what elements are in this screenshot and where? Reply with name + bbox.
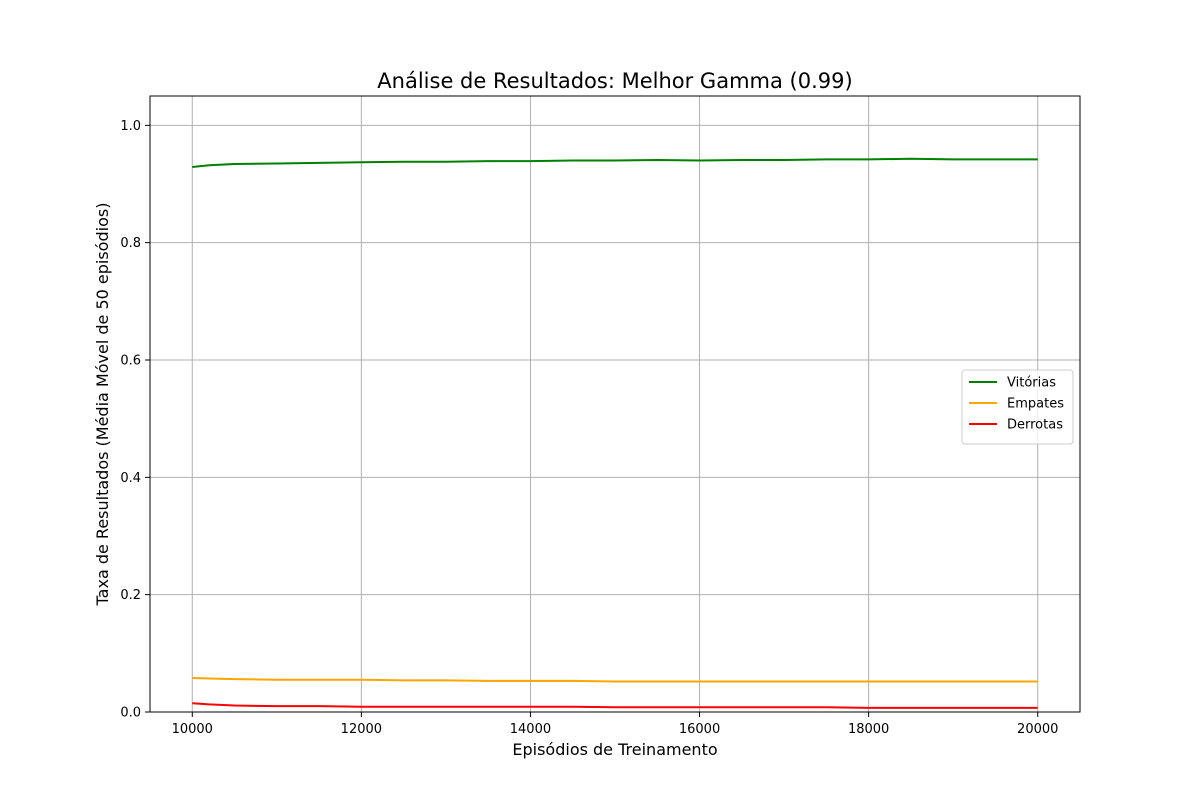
series-line-vitórias <box>192 157 1038 168</box>
plot-frame <box>149 95 1081 713</box>
y-axis-label: Taxa de Resultados (Média Móvel de 50 ep… <box>93 203 112 607</box>
legend-label: Vitórias <box>1007 376 1056 391</box>
tick-layer: 10000 12000 14000 16000 18000 20000 0.0 0.2 0.4 0… <box>120 119 1058 737</box>
x-axis-label: Episódios de Treinamento <box>512 740 717 759</box>
series-layer <box>192 157 1038 709</box>
x-tick-label: 18000 <box>848 722 889 737</box>
x-tick-label: 20000 <box>1017 722 1058 737</box>
x-tick-label: 12000 <box>341 722 382 737</box>
chart-title: Análise de Resultados: Melhor Gamma (0.9… <box>377 69 852 93</box>
series-line-empates <box>192 676 1038 683</box>
legend-label: Empates <box>1007 397 1064 412</box>
y-tick-label: 0.2 <box>120 588 141 603</box>
y-tick-label: 0.0 <box>120 706 141 721</box>
y-tick-label: 0.8 <box>120 236 141 251</box>
y-tick-label: 0.4 <box>120 471 141 486</box>
y-tick-label: 1.0 <box>120 119 141 134</box>
legend-frame <box>961 369 1074 445</box>
legend-label: Derrotas <box>1007 418 1063 433</box>
x-tick-label: 10000 <box>172 722 213 737</box>
x-tick-label: 14000 <box>510 722 551 737</box>
x-tick-label: 16000 <box>679 722 720 737</box>
grid-layer <box>150 96 1080 713</box>
series-line-derrotas <box>192 702 1038 709</box>
y-tick-label: 0.6 <box>120 354 141 369</box>
legend: Vitórias Empates Derrotas <box>961 369 1074 445</box>
